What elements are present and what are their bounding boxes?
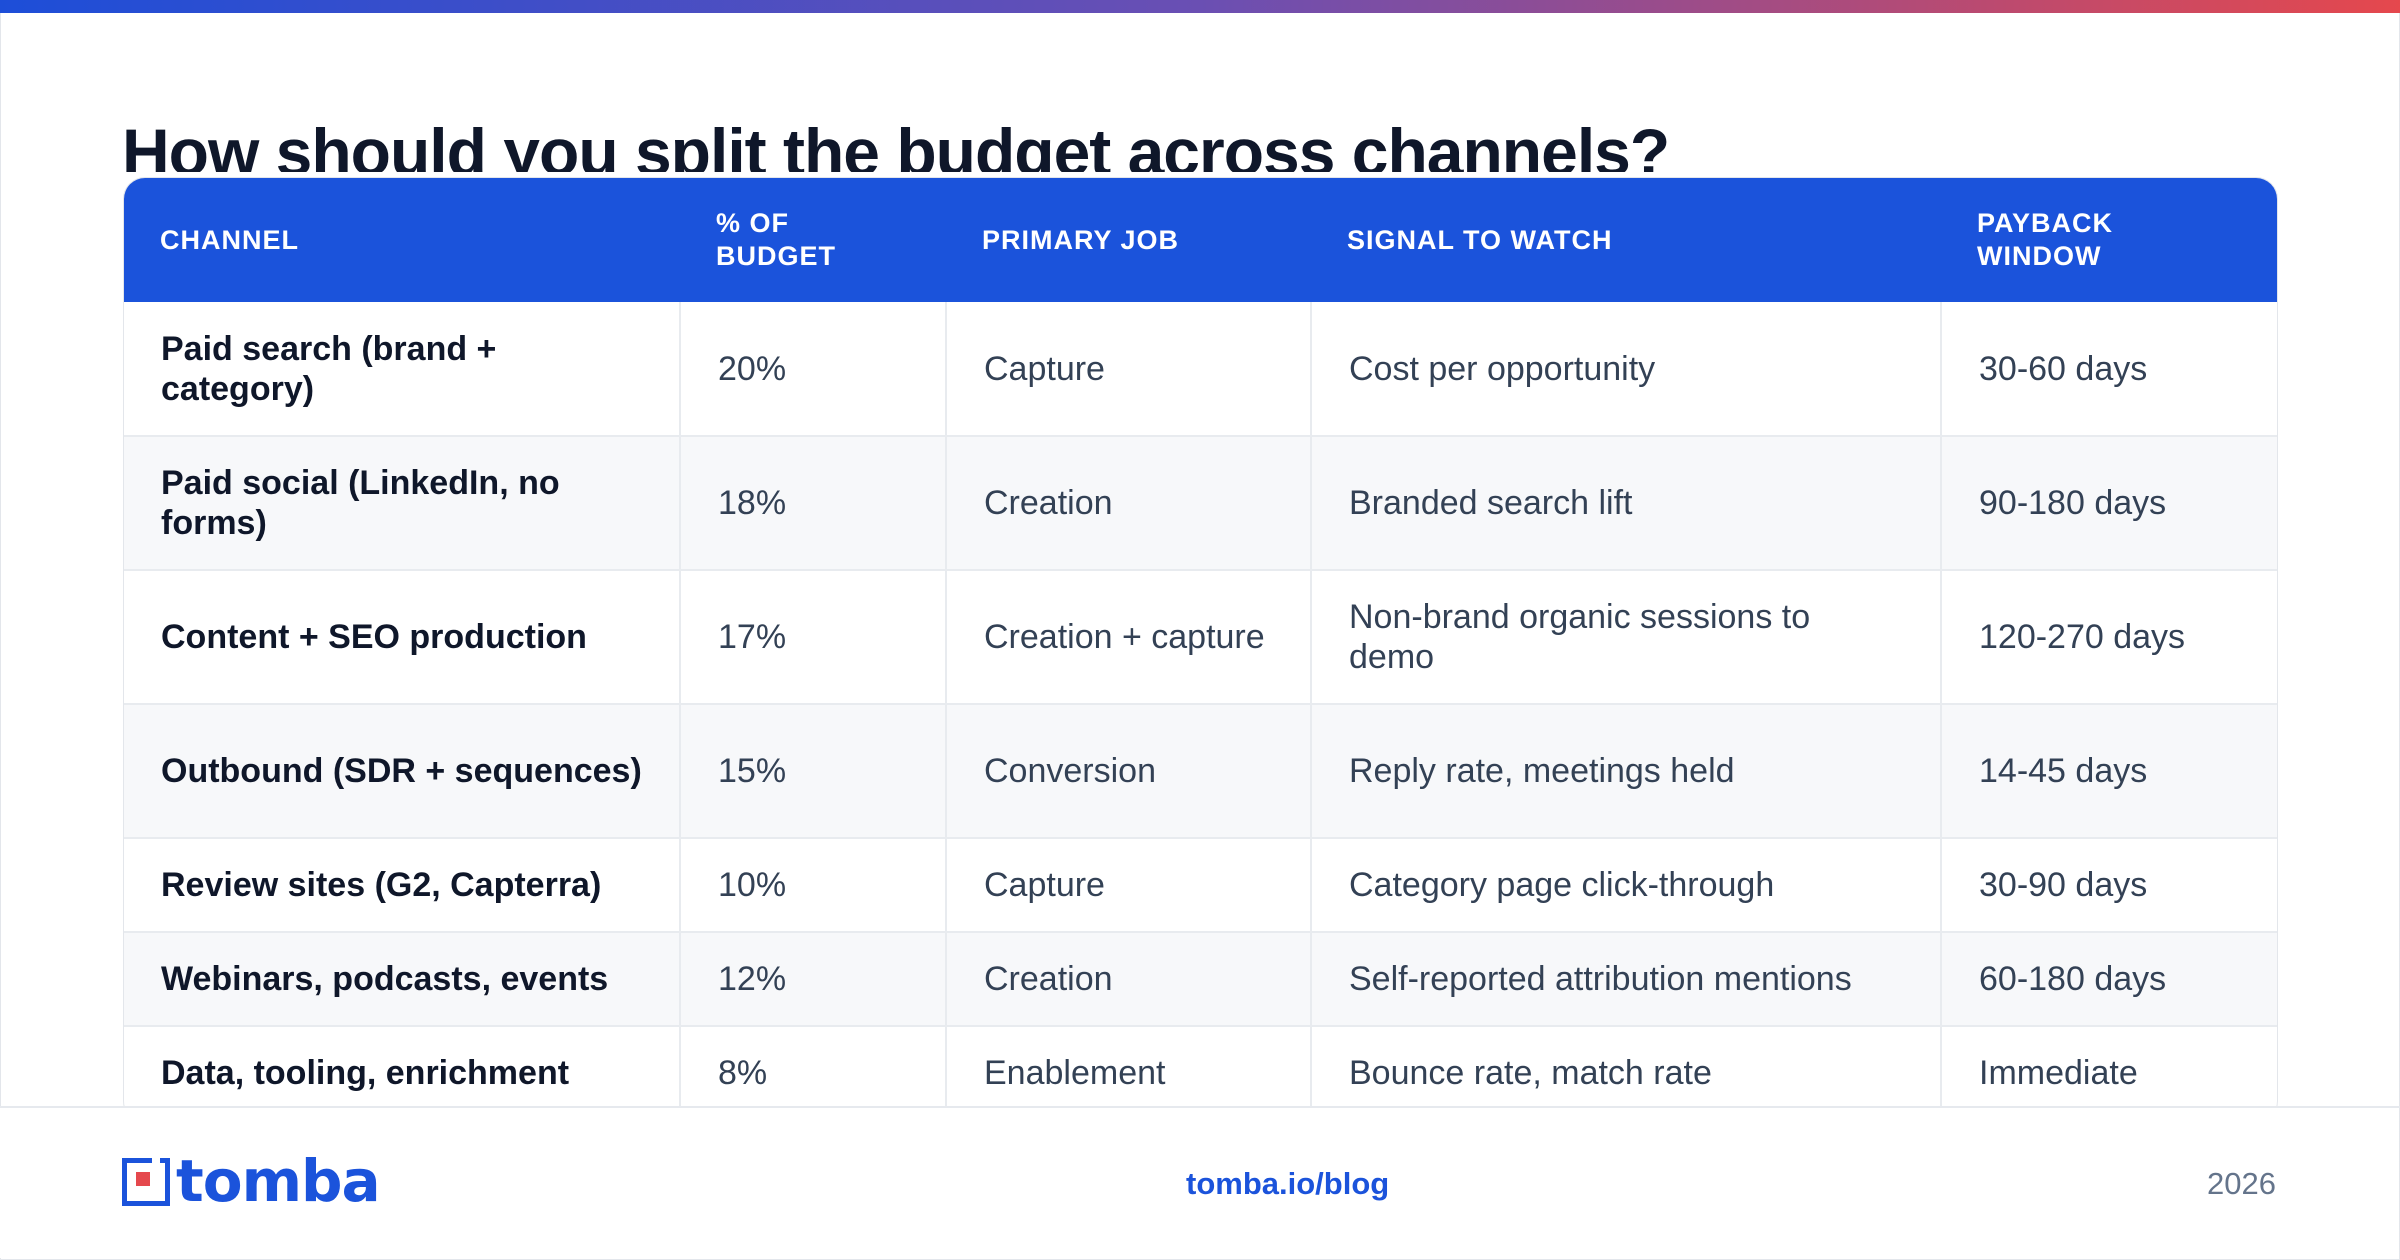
header-signal-to-watch: SIGNAL TO WATCH: [1347, 224, 1613, 255]
header-channel: CHANNEL: [160, 224, 299, 255]
channel-cell: Paid social (LinkedIn, no forms): [124, 436, 681, 571]
tomba-logo[interactable]: tomba: [122, 1147, 382, 1215]
payback-cell: 30-60 days: [1941, 302, 2277, 437]
table-row: Paid search (brand + category) 20% Captu…: [124, 302, 2277, 437]
channel-cell: Data, tooling, enrichment: [124, 1026, 681, 1121]
signal-cell: Branded search lift: [1311, 436, 1942, 571]
payback-cell: 30-90 days: [1941, 838, 2277, 933]
header-primary-job: PRIMARY JOB: [982, 224, 1180, 255]
job-cell: Capture: [946, 838, 1312, 933]
job-cell: Capture: [946, 302, 1312, 437]
table-row: Review sites (G2, Capterra) 10% Capture …: [124, 838, 2277, 933]
payback-cell: 60-180 days: [1941, 932, 2277, 1027]
year-label: 2026: [2207, 1166, 2276, 1201]
channel-cell: Content + SEO production: [124, 570, 681, 705]
gradient-top-bar: [0, 0, 2400, 13]
footer-divider: [0, 1106, 2400, 1108]
job-cell: Creation: [946, 932, 1312, 1027]
signal-cell: Category page click-through: [1311, 838, 1942, 933]
payback-cell: 90-180 days: [1941, 436, 2277, 571]
table-row: Data, tooling, enrichment 8% Enablement …: [124, 1026, 2277, 1121]
signal-cell: Cost per opportunity: [1311, 302, 1942, 437]
budget-cell: 17%: [680, 570, 947, 705]
job-cell: Creation + capture: [946, 570, 1312, 705]
budget-table: CHANNEL % OF BUDGET PRIMARY JOB SIGNAL T…: [123, 177, 2278, 1123]
blog-link[interactable]: tomba.io/blog: [1186, 1166, 1390, 1201]
budget-cell: 20%: [680, 302, 947, 437]
payback-cell: 120-270 days: [1941, 570, 2277, 705]
budget-cell: 12%: [680, 932, 947, 1027]
table-row: Paid social (LinkedIn, no forms) 18% Cre…: [124, 436, 2277, 571]
signal-cell: Reply rate, meetings held: [1311, 704, 1942, 839]
page-title: How should you split the budget across c…: [122, 115, 1670, 172]
job-cell: Creation: [946, 436, 1312, 571]
job-cell: Enablement: [946, 1026, 1312, 1121]
signal-cell: Self-reported attribution mentions: [1311, 932, 1942, 1027]
channel-cell: Webinars, podcasts, events: [124, 932, 681, 1027]
budget-cell: 18%: [680, 436, 947, 571]
footer: [0, 1108, 2398, 1258]
signal-cell: Non-brand organic sessions to demo: [1311, 570, 1942, 705]
channel-cell: Outbound (SDR + sequences): [124, 704, 681, 839]
budget-cell: 8%: [680, 1026, 947, 1121]
header-payback-window: PAYBACK WINDOW: [1977, 208, 2114, 271]
header-percent-of-budget: % OF BUDGET: [716, 208, 836, 271]
table-row: Outbound (SDR + sequences) 15% Conversio…: [124, 704, 2277, 839]
channel-cell: Review sites (G2, Capterra): [124, 838, 681, 933]
budget-cell: 10%: [680, 838, 947, 933]
payback-cell: 14-45 days: [1941, 704, 2277, 839]
channel-cell: Paid search (brand + category): [124, 302, 681, 437]
tomba-logo-icon: [122, 1158, 170, 1206]
payback-cell: Immediate: [1941, 1026, 2277, 1121]
logo-wordmark: tomba: [176, 1147, 381, 1215]
budget-cell: 15%: [680, 704, 947, 839]
table-row: Webinars, podcasts, events 12% Creation …: [124, 932, 2277, 1027]
table-row: Content + SEO production 17% Creation + …: [124, 570, 2277, 705]
job-cell: Conversion: [946, 704, 1312, 839]
table-header-row: CHANNEL % OF BUDGET PRIMARY JOB SIGNAL T…: [124, 178, 2277, 302]
